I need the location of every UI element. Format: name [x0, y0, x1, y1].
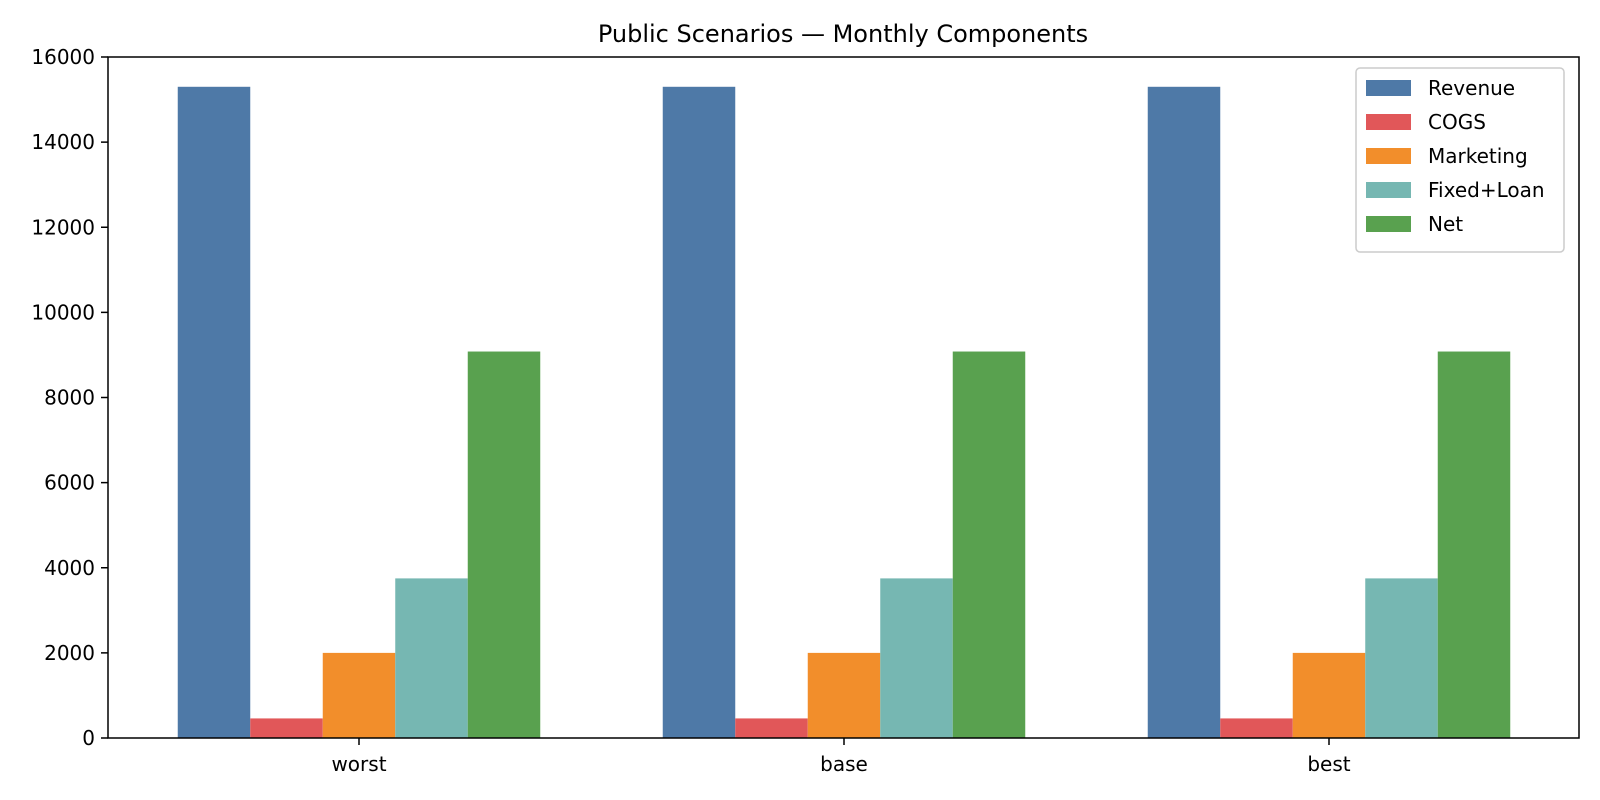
plot-frame	[107, 56, 1580, 739]
x-tick-label-base: base	[820, 752, 868, 776]
legend-swatch-revenue	[1366, 80, 1411, 96]
bar-marketing-worst	[322, 652, 396, 739]
chart-title: Public Scenarios — Monthly Components	[598, 20, 1088, 48]
y-tick-label: 8000	[44, 386, 95, 410]
y-tick-label: 0	[82, 726, 95, 750]
legend-swatch-cogs	[1366, 114, 1411, 130]
legend-swatch-marketing	[1366, 148, 1411, 164]
bar-fixed-loan-worst	[395, 578, 468, 738]
legend-label-marketing: Marketing	[1428, 144, 1528, 168]
bar-revenue-base	[662, 86, 736, 739]
y-tick-label: 12000	[31, 215, 95, 239]
y-tick-label: 4000	[44, 556, 95, 580]
y-tick-label: 2000	[44, 641, 95, 665]
bar-marketing-best	[1292, 652, 1366, 739]
bar-cogs-base	[735, 718, 808, 738]
x-tick-label-best: best	[1307, 752, 1350, 776]
y-tick-label: 14000	[31, 130, 95, 154]
bars-group	[177, 86, 1511, 739]
x-tick-label-worst: worst	[331, 752, 386, 776]
y-tick-label: 16000	[31, 45, 95, 69]
x-axis: worst base best	[331, 738, 1351, 776]
legend: Revenue COGS Marketing Fixed+Loan Net	[1355, 67, 1565, 253]
bar-revenue-worst	[177, 86, 251, 739]
y-tick-label: 6000	[44, 471, 95, 495]
bar-net-worst	[467, 351, 541, 738]
legend-label-cogs: COGS	[1428, 110, 1486, 134]
bar-net-base	[952, 351, 1026, 738]
y-tick-label: 10000	[31, 300, 95, 324]
bar-marketing-base	[807, 652, 881, 739]
legend-label-net: Net	[1428, 212, 1463, 236]
bar-fixed-loan-base	[880, 578, 953, 738]
legend-swatch-net	[1366, 216, 1411, 232]
bar-net-best	[1437, 351, 1511, 738]
legend-label-revenue: Revenue	[1428, 76, 1515, 100]
bar-fixed-loan-best	[1365, 578, 1438, 738]
bar-cogs-best	[1220, 718, 1293, 738]
bar-cogs-worst	[250, 718, 323, 738]
bar-revenue-best	[1147, 86, 1221, 739]
legend-swatch-fixed-loan	[1366, 182, 1411, 198]
y-axis: 0 2000 4000 6000 8000 10000 12000 14000 16000	[31, 45, 108, 750]
legend-label-fixed-loan: Fixed+Loan	[1428, 178, 1545, 202]
